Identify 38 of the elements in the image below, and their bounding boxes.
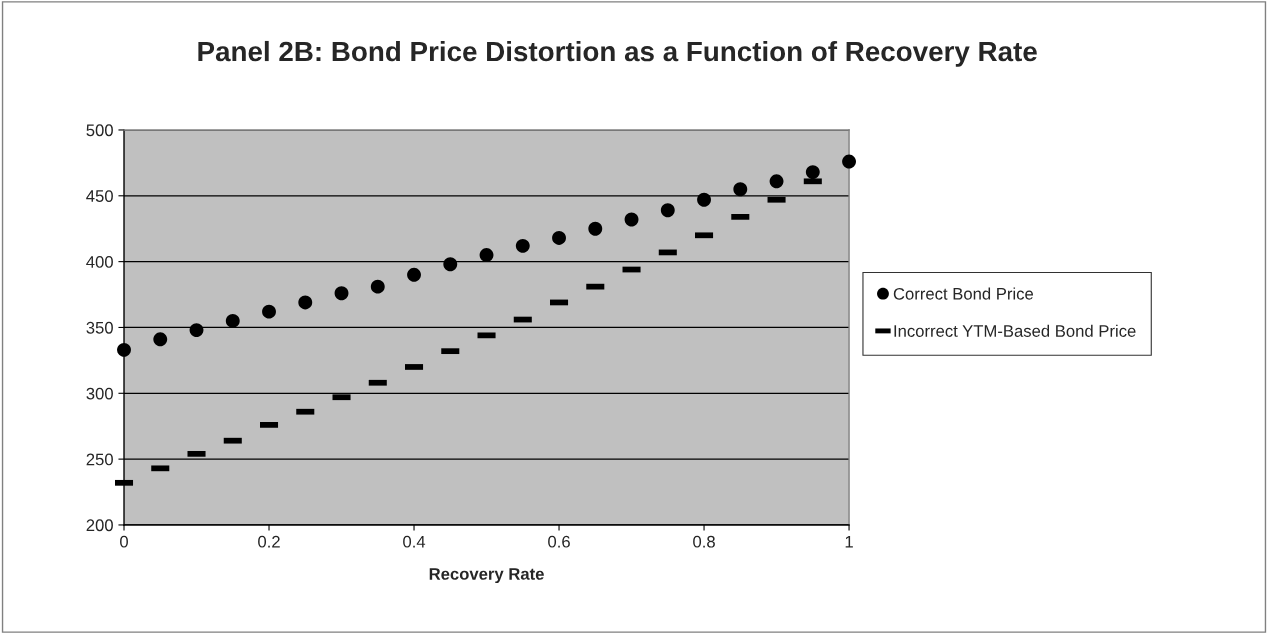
point [117, 342, 131, 357]
point [660, 203, 675, 218]
point [733, 182, 748, 197]
point [443, 257, 458, 272]
y-tick-label: 400 [86, 256, 113, 268]
point [370, 279, 385, 294]
point [624, 212, 639, 227]
point [334, 286, 349, 301]
point [262, 304, 276, 319]
point [298, 295, 313, 310]
x-tick-label: 0 [120, 535, 128, 548]
y-tick-label: 500 [86, 124, 113, 137]
point [515, 238, 530, 253]
legend-label: Incorrect YTM-Based Bond Price [894, 324, 1136, 337]
y-tick-label: 450 [86, 190, 113, 202]
point [697, 192, 711, 207]
point [769, 174, 784, 189]
x-tick-label: 0.6 [548, 535, 570, 548]
y-tick-label: 250 [86, 453, 113, 466]
point [805, 165, 820, 180]
point [153, 332, 168, 347]
y-tick-label: 350 [86, 321, 113, 334]
x-tick-label: 0.2 [258, 535, 280, 548]
x-tick-label: 0.4 [403, 535, 426, 548]
x-tick-label: 1 [845, 535, 853, 548]
y-tick-label: 300 [86, 387, 113, 400]
chart-title: Panel 2B: Bond Price Distortion as a Function of Recovery Rate [198, 40, 1037, 67]
point [479, 248, 494, 262]
legend-label: Correct Bond Price [893, 287, 1034, 300]
y-tick-label: 200 [86, 519, 113, 532]
point [552, 230, 566, 245]
point [588, 221, 603, 236]
x-tick-label: 0.8 [693, 535, 715, 548]
point [189, 323, 204, 338]
point [225, 313, 240, 328]
point [842, 154, 856, 169]
x-axis-title: Recovery Rate [429, 568, 544, 584]
point [407, 267, 421, 282]
